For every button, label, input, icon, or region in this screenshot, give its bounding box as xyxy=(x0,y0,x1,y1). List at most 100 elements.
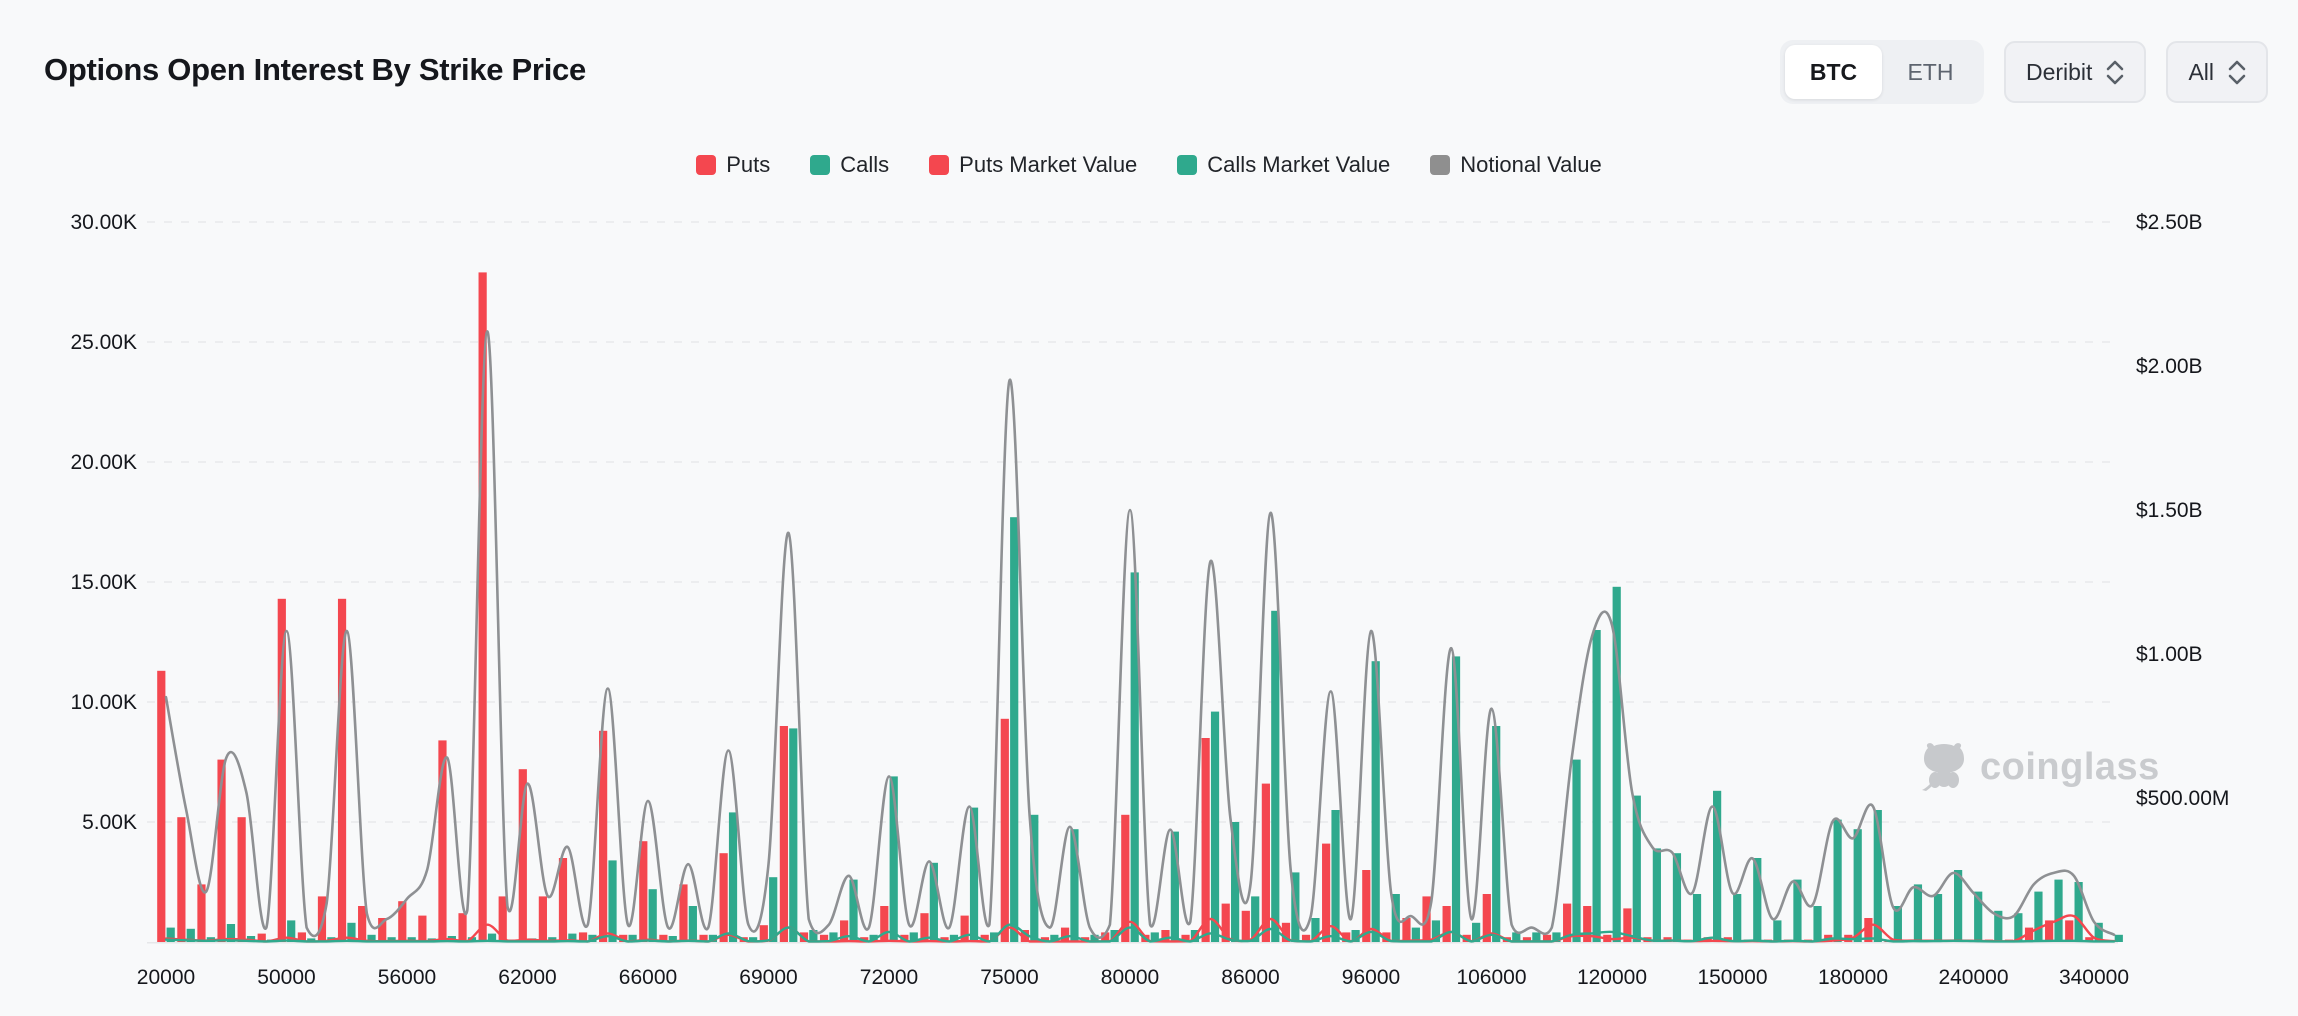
put-bar xyxy=(277,598,286,942)
x-axis-tick: 75000 xyxy=(980,966,1038,989)
x-axis-tick: 20000 xyxy=(137,966,195,989)
put-bar xyxy=(699,934,708,942)
call-bar xyxy=(1954,870,1963,942)
put-bar xyxy=(659,934,668,942)
put-bar xyxy=(1101,932,1110,942)
put-bar xyxy=(438,740,447,942)
bars-puts[interactable] xyxy=(157,272,2114,942)
call-bar xyxy=(668,936,677,942)
put-bar xyxy=(1281,922,1291,942)
bars-calls[interactable] xyxy=(166,517,2123,942)
call-bar xyxy=(1070,829,1079,942)
call-bar xyxy=(628,934,637,942)
left-axis-tick: 10.00K xyxy=(70,691,137,714)
call-bar xyxy=(829,932,838,942)
call-bar xyxy=(949,934,959,942)
left-axis-tick: 20.00K xyxy=(70,451,137,474)
expiry-select[interactable]: All xyxy=(2166,41,2268,103)
call-bar xyxy=(1913,884,1923,942)
put-bar xyxy=(1221,903,1230,942)
put-bar xyxy=(679,884,688,942)
call-bar xyxy=(1010,517,1019,942)
put-bar xyxy=(759,925,768,942)
put-bar xyxy=(418,915,427,942)
call-bar xyxy=(2054,879,2063,942)
line-notional-value[interactable] xyxy=(164,330,2116,939)
axis-labels: 30.00K 25.00K 20.00K 15.00K 10.00K 5.00K $2.50… xyxy=(70,211,2229,989)
put-bar xyxy=(177,817,186,942)
call-bar xyxy=(2014,913,2023,942)
put-bar xyxy=(458,913,467,942)
exchange-select[interactable]: Deribit xyxy=(2003,41,2147,103)
put-bar xyxy=(639,841,648,942)
put-bar xyxy=(1121,814,1130,942)
call-bar xyxy=(347,922,356,942)
call-bar xyxy=(1933,894,1943,942)
legend-item-puts-market-value[interactable]: Puts Market Value xyxy=(929,152,1137,178)
put-bar xyxy=(880,906,889,942)
asset-toggle-eth[interactable]: ETH xyxy=(1907,58,1954,85)
legend-label: Calls Market Value xyxy=(1207,152,1391,177)
put-bar xyxy=(1563,903,1572,942)
call-bar xyxy=(1773,920,1782,942)
put-bar xyxy=(1261,783,1270,942)
right-axis-tick: $1.00B xyxy=(2136,643,2203,666)
call-bar xyxy=(226,924,236,942)
call-bar xyxy=(1994,910,2003,942)
call-bar xyxy=(1451,656,1461,942)
legend-item-puts[interactable]: Puts xyxy=(696,152,770,178)
call-bar xyxy=(648,889,657,942)
legend-item-calls-market-value[interactable]: Calls Market Value xyxy=(1177,152,1390,178)
put-bar xyxy=(1020,930,1029,942)
x-axis-tick: 56000 xyxy=(378,966,436,989)
call-bar xyxy=(909,932,918,942)
put-bar xyxy=(719,853,728,942)
call-bar xyxy=(1813,906,1822,942)
legend-item-calls[interactable]: Calls xyxy=(810,152,889,178)
put-bar xyxy=(1181,934,1190,942)
legend-swatch xyxy=(1430,155,1451,175)
legend-label: Calls xyxy=(840,152,890,177)
put-bar xyxy=(578,932,588,942)
call-bar xyxy=(387,937,396,942)
put-bar xyxy=(378,918,387,942)
call-bar xyxy=(1411,927,1420,942)
asset-toggle-btc[interactable]: BTC xyxy=(1784,45,1882,99)
left-axis-tick: 5.00K xyxy=(82,811,137,834)
right-axis-tick: $1.50B xyxy=(2136,499,2203,522)
put-bar xyxy=(779,726,788,942)
line-puts-market-value[interactable] xyxy=(164,914,2116,943)
call-bar xyxy=(307,938,316,942)
call-bar xyxy=(166,927,175,942)
call-bar xyxy=(407,937,416,942)
chevron-updown-icon xyxy=(2228,60,2246,85)
call-bar xyxy=(1231,822,1240,942)
put-bar xyxy=(257,933,266,942)
asset-toggle: BTC ETH xyxy=(1779,40,1984,104)
legend-item-notional-value[interactable]: Notional Value xyxy=(1430,152,1602,178)
put-bar xyxy=(237,817,246,942)
put-bar xyxy=(1522,937,1532,942)
put-bar xyxy=(2045,920,2054,942)
call-bar xyxy=(287,920,296,942)
line-calls-market-value[interactable] xyxy=(164,923,2116,943)
legend-swatch xyxy=(929,155,950,175)
right-axis-tick: $2.00B xyxy=(2136,355,2203,378)
x-axis-tick: 180000 xyxy=(1818,966,1888,989)
put-bar xyxy=(840,920,849,942)
put-bar xyxy=(1864,918,1873,942)
put-bar xyxy=(1703,937,1712,942)
put-bar xyxy=(980,934,989,942)
x-axis-tick: 340000 xyxy=(2059,966,2129,989)
put-bar xyxy=(1000,718,1009,942)
legend-label: Puts xyxy=(726,152,771,177)
call-bar xyxy=(2114,934,2123,942)
put-bar xyxy=(2065,920,2074,942)
call-bar xyxy=(1753,858,1762,942)
put-bar xyxy=(358,906,367,942)
call-bar xyxy=(1130,572,1139,942)
call-bar xyxy=(1371,661,1380,942)
call-bar xyxy=(2074,882,2083,942)
put-bar xyxy=(337,598,347,942)
